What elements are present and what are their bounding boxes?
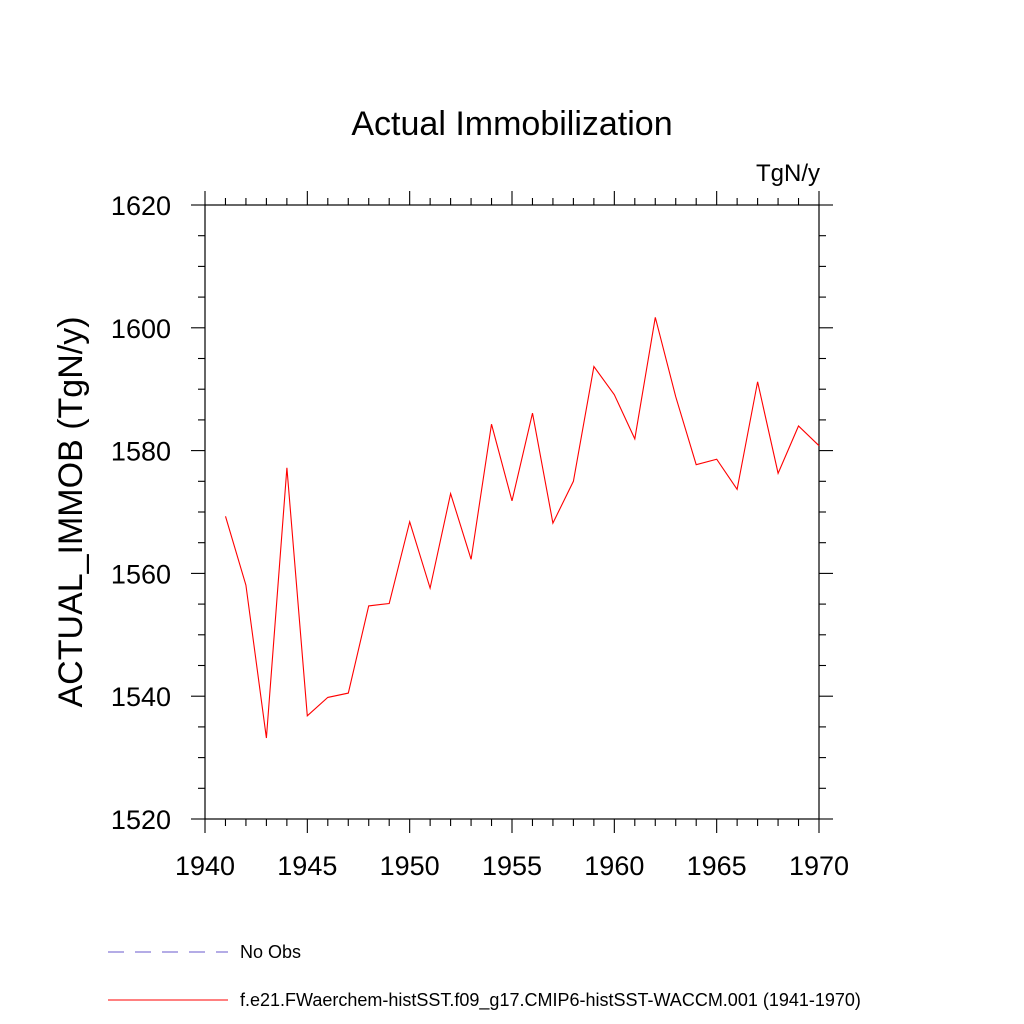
- x-tick-label: 1970: [789, 851, 849, 881]
- x-tick-labels: 1940 1945 1950 1955 1960 1965 1970: [175, 851, 849, 881]
- x-tick-label: 1955: [482, 851, 542, 881]
- series-line: [224, 317, 820, 739]
- y-tick-label: 1580: [111, 437, 171, 467]
- y-axis-label: ACTUAL_IMMOB (TgN/y): [52, 316, 90, 707]
- y-tick-label: 1540: [111, 682, 171, 712]
- axis-ticks: [191, 191, 833, 833]
- y-tick-label: 1560: [111, 559, 171, 589]
- units-label: TgN/y: [756, 160, 820, 187]
- x-tick-label: 1950: [380, 851, 440, 881]
- legend: No Obs f.e21.FWaerchem-histSST.f09_g17.CM…: [108, 942, 861, 1011]
- legend-label: No Obs: [240, 942, 301, 962]
- y-tick-label: 1520: [111, 805, 171, 835]
- x-tick-label: 1960: [584, 851, 644, 881]
- x-tick-label: 1940: [175, 851, 235, 881]
- legend-label: f.e21.FWaerchem-histSST.f09_g17.CMIP6-hi…: [240, 990, 861, 1011]
- y-tick-labels: 1520 1540 1560 1580 1600 1620: [111, 191, 171, 835]
- y-tick-label: 1620: [111, 191, 171, 221]
- series-layer: [224, 317, 820, 739]
- y-tick-label: 1600: [111, 314, 171, 344]
- x-tick-label: 1965: [687, 851, 747, 881]
- x-tick-label: 1945: [277, 851, 337, 881]
- chart-title: Actual Immobilization: [351, 105, 672, 143]
- plot-frame: [204, 204, 820, 820]
